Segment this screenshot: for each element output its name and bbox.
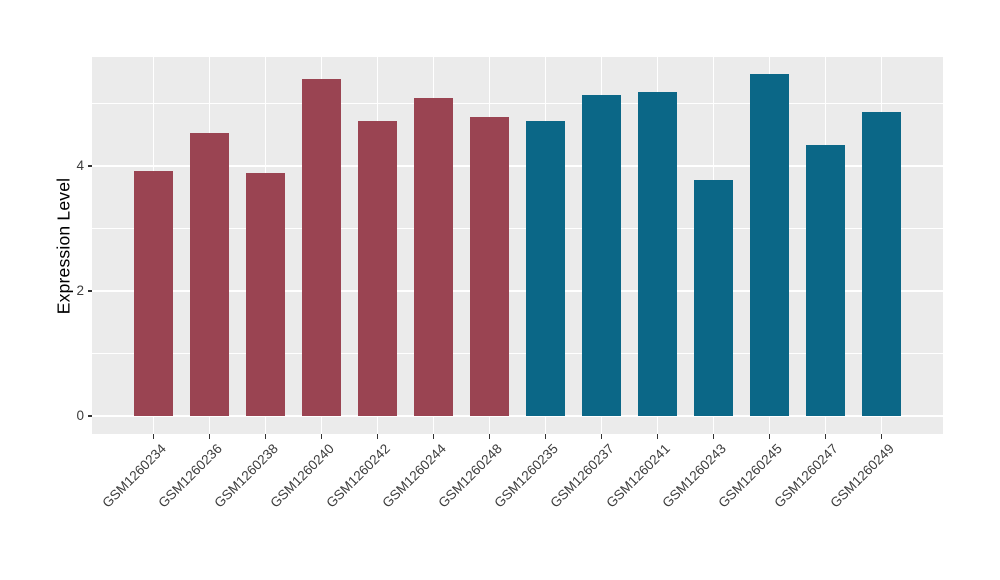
x-tick-mark bbox=[152, 434, 155, 439]
y-tick-mark bbox=[87, 415, 92, 417]
bar bbox=[133, 171, 174, 416]
y-tick-label: 4 bbox=[76, 158, 84, 173]
gridline-minor bbox=[92, 353, 943, 354]
bar bbox=[805, 145, 846, 416]
x-tick-mark bbox=[488, 434, 491, 439]
x-tick-mark bbox=[880, 434, 883, 439]
x-tick-mark bbox=[320, 434, 323, 439]
x-tick-mark bbox=[376, 434, 379, 439]
bar bbox=[637, 91, 678, 416]
gridline-minor bbox=[92, 103, 943, 104]
bar bbox=[469, 116, 510, 416]
gridline-major bbox=[92, 165, 943, 167]
x-tick-mark bbox=[432, 434, 435, 439]
bar bbox=[301, 78, 342, 416]
bar bbox=[245, 172, 286, 416]
x-tick-mark bbox=[712, 434, 715, 439]
x-tick-mark bbox=[544, 434, 547, 439]
y-tick-mark bbox=[87, 290, 92, 292]
y-tick-label: 0 bbox=[76, 408, 84, 423]
bar bbox=[693, 179, 734, 416]
x-tick-mark bbox=[656, 434, 659, 439]
x-tick-mark bbox=[208, 434, 211, 439]
gridline-major bbox=[92, 415, 943, 417]
gridline-major bbox=[92, 290, 943, 292]
y-tick-label: 2 bbox=[76, 283, 84, 298]
x-tick-mark bbox=[264, 434, 267, 439]
x-tick-mark bbox=[600, 434, 603, 439]
gridline-minor bbox=[92, 228, 943, 229]
bar bbox=[581, 94, 622, 416]
bar bbox=[189, 132, 230, 416]
x-tick-mark bbox=[768, 434, 771, 439]
x-tick-mark bbox=[824, 434, 827, 439]
plot-panel bbox=[92, 57, 943, 434]
y-tick-mark bbox=[87, 165, 92, 167]
bar bbox=[413, 97, 454, 416]
bar bbox=[525, 121, 566, 416]
bar bbox=[749, 74, 790, 416]
bar bbox=[357, 121, 398, 416]
bar bbox=[861, 112, 901, 416]
